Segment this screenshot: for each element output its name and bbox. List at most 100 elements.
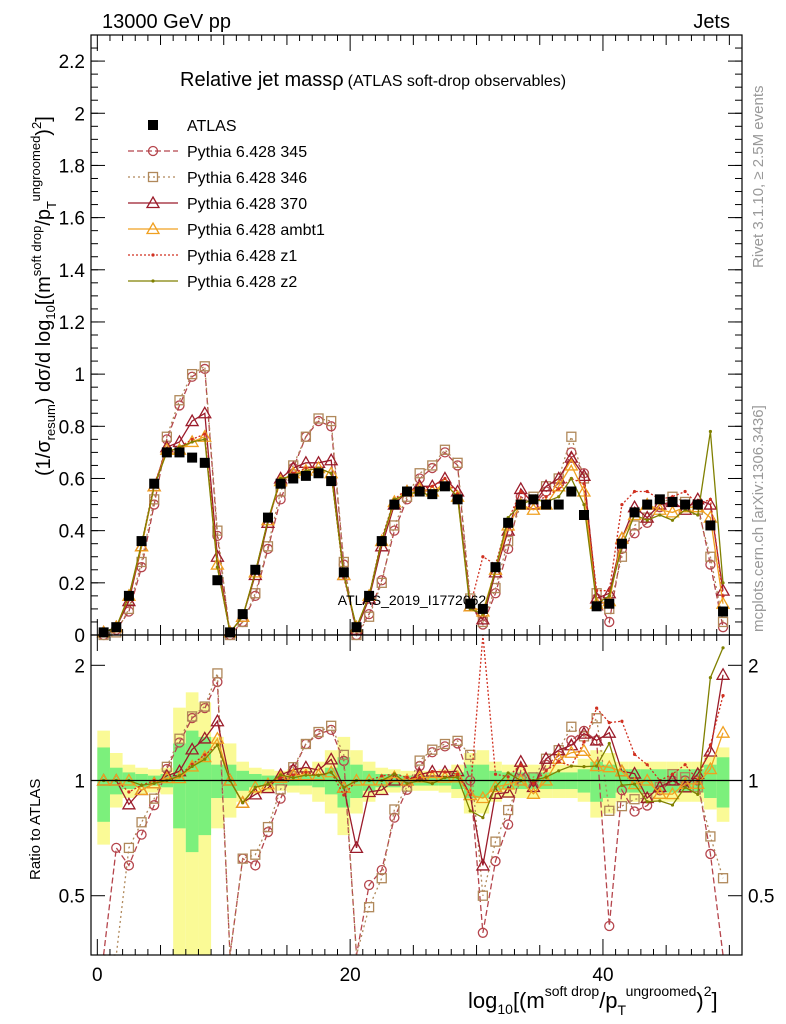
ratio-point	[203, 757, 207, 761]
ratio-point	[123, 860, 135, 871]
ratio-point	[215, 743, 220, 747]
legend-marker	[151, 253, 155, 257]
data-point	[717, 616, 729, 628]
data-point	[430, 484, 434, 488]
ratio-point	[210, 731, 225, 744]
ratio-point	[502, 819, 514, 830]
ratio-point	[203, 753, 207, 757]
ratio-point	[715, 725, 731, 738]
ratio-point	[513, 773, 528, 786]
data-point	[564, 450, 579, 463]
data-point	[190, 437, 194, 441]
ratio-point	[279, 773, 283, 777]
data-point	[519, 489, 523, 494]
ratio-point	[721, 646, 725, 650]
data-point	[414, 486, 425, 497]
ratio-point	[493, 772, 498, 776]
ratio-point	[430, 782, 434, 786]
data-point	[364, 590, 375, 601]
data-point	[161, 447, 172, 458]
y-tick-label: 1.4	[59, 261, 86, 282]
ratio-point	[405, 775, 409, 780]
ratio-point	[123, 842, 135, 854]
data-point	[477, 603, 488, 614]
data-point	[427, 489, 438, 500]
data-point	[604, 616, 615, 628]
ratio-point	[235, 795, 250, 808]
legend-label: Pythia 6.428 346	[187, 170, 307, 187]
data-point	[389, 525, 400, 536]
data-point	[136, 536, 147, 547]
ratio-point	[349, 773, 364, 786]
ratio-point	[149, 800, 160, 811]
data-point	[696, 513, 700, 517]
data-point	[186, 368, 198, 380]
ratio-point	[652, 779, 667, 793]
data-point	[629, 528, 640, 539]
ratio-point	[620, 783, 624, 787]
ratio-point	[705, 831, 716, 842]
data-point	[174, 447, 185, 458]
ratio-point	[490, 836, 501, 847]
ratio-point	[121, 773, 137, 786]
ratio-point	[589, 758, 604, 772]
chart-title: Relative jet massρ (ATLAS soft-drop obser…	[180, 69, 566, 91]
data-point	[551, 478, 566, 492]
ratio-point	[199, 701, 210, 712]
ratio-point	[443, 776, 447, 780]
ratio-point	[291, 776, 295, 780]
data-point	[376, 577, 387, 588]
legend-item: Pythia 6.428 345	[128, 144, 307, 161]
ratio-point	[632, 752, 637, 756]
ratio-point	[582, 765, 586, 769]
data-point	[427, 460, 438, 471]
ratio-point	[614, 763, 630, 777]
data-point	[481, 555, 485, 559]
data-point	[324, 452, 339, 466]
ratio-point	[595, 706, 599, 710]
data-point	[439, 444, 451, 455]
ratio-point	[152, 781, 156, 786]
data-point	[203, 437, 207, 441]
y-tick-label: 1.8	[59, 156, 85, 177]
data-point	[326, 476, 337, 487]
ratio-point	[304, 773, 308, 777]
ratio-point	[109, 773, 124, 786]
data-point	[414, 468, 425, 479]
ratio-point	[645, 800, 649, 804]
data-point	[620, 502, 624, 507]
ratio-point	[136, 829, 147, 840]
ratio-point	[374, 782, 389, 796]
legend-item: Pythia 6.428 z1	[128, 248, 297, 265]
legend-item: Pythia 6.428 370	[128, 195, 307, 213]
data-point	[199, 457, 210, 468]
ratio-point	[468, 793, 472, 797]
ratio-point	[313, 726, 324, 738]
data-point	[465, 598, 476, 609]
y-tick-label: 0.4	[59, 522, 86, 543]
ratio-point	[389, 804, 400, 815]
ratio-point	[670, 772, 675, 776]
ratio-point	[185, 742, 200, 755]
ratio-point	[427, 747, 438, 758]
data-point	[705, 551, 716, 562]
data-point	[680, 499, 691, 510]
ratio-point	[506, 771, 510, 775]
data-point	[578, 510, 589, 520]
ratio-point	[260, 776, 276, 790]
ratio-point	[197, 731, 212, 744]
ratio-point	[506, 775, 510, 779]
ratio-point	[443, 770, 447, 774]
ratio-point	[349, 840, 364, 854]
ratio-band-inner	[185, 730, 199, 853]
legend-label: Pythia 6.428 z2	[187, 274, 297, 291]
ratio-point	[237, 853, 248, 864]
data-point	[313, 468, 324, 479]
ratio-uncertainty-bands	[97, 692, 730, 955]
ratio-y-tick-label: 0.5	[59, 887, 85, 908]
main-plot-series	[96, 361, 731, 641]
ratio-point	[134, 782, 149, 796]
data-point	[582, 482, 586, 486]
y-tick-label: 1.2	[59, 313, 85, 334]
legend-marker	[145, 195, 161, 209]
